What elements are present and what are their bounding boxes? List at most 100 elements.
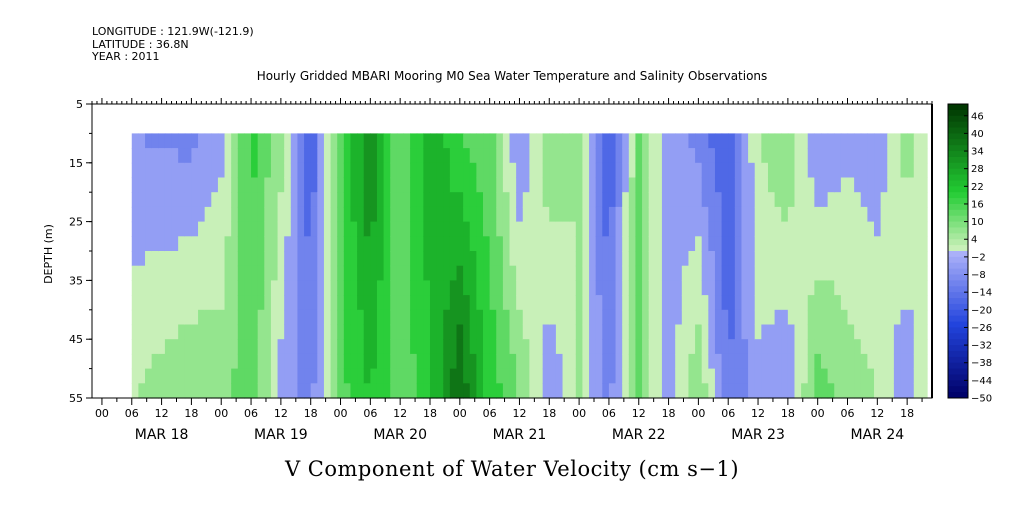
heatmap-cell <box>476 265 484 281</box>
heatmap-cell <box>449 295 458 311</box>
heatmap-cell <box>675 192 683 208</box>
heatmap-cell <box>834 206 842 223</box>
heatmap-cell <box>681 177 690 193</box>
heatmap-cell <box>602 383 610 399</box>
heatmap-cell <box>569 206 577 223</box>
heatmap-cell <box>913 148 922 164</box>
heatmap-cell <box>284 265 292 281</box>
heatmap-cell <box>231 295 239 311</box>
heatmap-cell <box>635 295 643 311</box>
heatmap-cell <box>363 236 371 252</box>
x-day-label: MAR 23 <box>731 427 785 443</box>
heatmap-cell <box>217 206 226 223</box>
heatmap-cell <box>489 162 497 179</box>
heatmap-cell <box>661 368 670 384</box>
heatmap-cell <box>589 265 597 281</box>
heatmap-cell <box>284 324 292 340</box>
heatmap-cell <box>304 251 312 267</box>
heatmap-cell <box>874 133 882 149</box>
heatmap-cell <box>343 251 352 267</box>
heatmap-cell <box>211 265 219 281</box>
heatmap-cell <box>589 353 597 370</box>
heatmap-cell <box>396 206 405 223</box>
heatmap-cell <box>456 368 464 384</box>
heatmap-cell <box>675 221 683 237</box>
heatmap-cell <box>204 192 212 208</box>
heatmap-cell <box>456 192 464 208</box>
heatmap-cell <box>330 162 338 179</box>
heatmap-cell <box>728 206 736 223</box>
heatmap-cell <box>443 133 451 149</box>
heatmap-cell <box>688 236 696 252</box>
heatmap-cell <box>575 383 584 399</box>
heatmap-cell <box>264 280 272 296</box>
heatmap-cell <box>728 383 736 399</box>
heatmap-cell <box>589 368 597 384</box>
heatmap-cell <box>317 309 325 326</box>
heatmap-cell <box>787 353 796 370</box>
heatmap-cell <box>390 236 398 252</box>
heatmap-cell <box>171 236 179 252</box>
heatmap-cell <box>396 221 405 237</box>
heatmap-cell <box>244 353 252 370</box>
heatmap-cell <box>840 280 849 296</box>
heatmap-cell <box>608 133 617 149</box>
heatmap-cell <box>502 280 511 296</box>
heatmap-cell <box>310 192 318 208</box>
heatmap-cell <box>655 221 663 237</box>
heatmap-cell <box>754 368 762 384</box>
heatmap-cell <box>900 133 908 149</box>
heatmap-cell <box>867 192 875 208</box>
heatmap-cell <box>217 177 226 193</box>
heatmap-cell <box>542 236 550 252</box>
heatmap-cell <box>284 206 292 223</box>
heatmap-cell <box>522 221 530 237</box>
heatmap-cell <box>734 221 743 237</box>
heatmap-cell <box>317 280 325 296</box>
heatmap-cell <box>589 177 597 193</box>
heatmap-cell <box>237 148 246 164</box>
heatmap-cell <box>217 251 226 267</box>
heatmap-cell <box>900 265 908 281</box>
heatmap-cell <box>449 353 458 370</box>
heatmap-cell <box>562 177 570 193</box>
heatmap-cell <box>476 148 484 164</box>
heatmap-cell <box>502 192 511 208</box>
heatmap-cell <box>463 353 471 370</box>
heatmap-cell <box>403 133 411 149</box>
heatmap-cell <box>198 206 206 223</box>
heatmap-cell <box>695 353 703 370</box>
heatmap-cell <box>781 324 789 340</box>
heatmap-cell <box>317 265 325 281</box>
heatmap-cell <box>622 309 630 326</box>
heatmap-cell <box>655 206 663 223</box>
heatmap-cell <box>198 148 206 164</box>
heatmap-cell <box>476 368 484 384</box>
heatmap-cell <box>602 148 610 164</box>
heatmap-cell <box>151 206 159 223</box>
heatmap-cell <box>211 148 219 164</box>
heatmap-cell <box>847 221 855 237</box>
heatmap-cell <box>834 133 842 149</box>
heatmap-cell <box>502 309 511 326</box>
heatmap-cell <box>847 133 855 149</box>
heatmap-cell <box>350 280 358 296</box>
heatmap-cell <box>483 177 491 193</box>
heatmap-cell <box>794 162 802 179</box>
heatmap-cell <box>284 353 292 370</box>
heatmap-cell <box>569 251 577 267</box>
heatmap-cell <box>854 265 862 281</box>
heatmap-cell <box>443 339 451 355</box>
heatmap-cell <box>257 251 265 267</box>
heatmap-cell <box>536 221 544 237</box>
heatmap-cell <box>549 251 557 267</box>
heatmap-cell <box>661 309 670 326</box>
heatmap-cell <box>900 353 908 370</box>
heatmap-cell <box>483 295 491 311</box>
heatmap-cell <box>860 192 868 208</box>
heatmap-cell <box>628 221 637 237</box>
heatmap-cell <box>887 353 895 370</box>
heatmap-cell <box>748 133 756 149</box>
heatmap-cell <box>688 280 696 296</box>
heatmap-cell <box>661 353 670 370</box>
